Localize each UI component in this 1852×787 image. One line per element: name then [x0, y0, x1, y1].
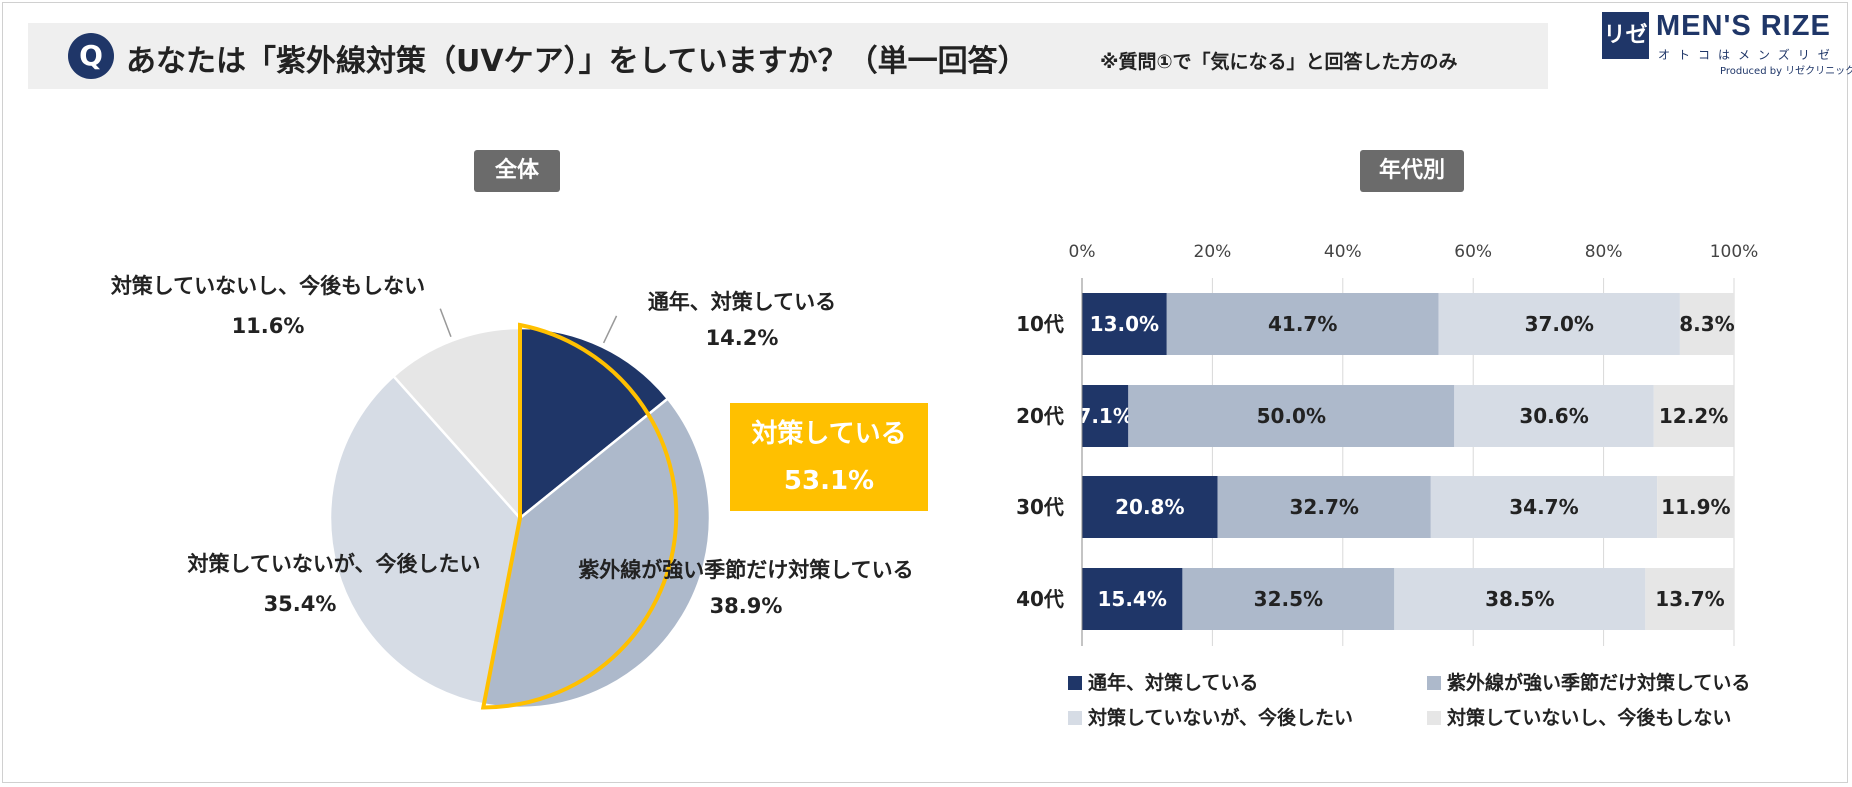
pie-value-label: 14.2%: [706, 326, 779, 350]
bar-segment: [1394, 568, 1646, 630]
logo-mark: リゼ: [1602, 12, 1649, 59]
question-bar: Q あなたは「紫外線対策（UVケア）」をしていますか？（単一回答） ※質問①で「…: [28, 23, 1548, 89]
bar-segment: [1454, 385, 1654, 447]
pie-slice-label: 通年、対策している: [648, 290, 836, 314]
pie-slice: [328, 374, 522, 706]
callout-value: 53.1%: [784, 466, 874, 496]
brand-logo: リゼ MEN'S RIZE オトコはメンズリゼ Produced by リゼクリ…: [1602, 10, 1852, 78]
logo-tagline: オトコはメンズリゼ: [1658, 48, 1838, 62]
bar-segment: [1645, 568, 1735, 630]
bar-value-label: 8.3%: [1679, 312, 1734, 336]
legend-label: 通年、対策している: [1088, 671, 1258, 694]
pie-slice: [391, 326, 522, 522]
pie-slice: [482, 396, 712, 710]
bar-segment: [1182, 568, 1395, 630]
pie-leader-line: [602, 315, 618, 344]
legend-swatch: [1427, 676, 1441, 690]
bar-segment: [1430, 476, 1658, 538]
bar-segment: [1082, 568, 1183, 630]
pie-highlight-outline: [480, 322, 679, 710]
category-label: 20代: [1016, 404, 1064, 428]
x-tick-label: 100%: [1710, 242, 1759, 262]
bar-value-label: 37.0%: [1525, 312, 1594, 336]
category-label: 10代: [1016, 312, 1064, 336]
pie-value-label: 38.9%: [710, 594, 783, 618]
bar-segment: [1438, 293, 1680, 355]
bar-value-label: 15.4%: [1098, 587, 1167, 611]
legend-swatch: [1068, 676, 1082, 690]
bar-segment: [1217, 476, 1431, 538]
bar-value-label: 12.2%: [1659, 404, 1728, 428]
callout-label: 対策している: [751, 418, 906, 449]
bar-value-label: 20.8%: [1115, 495, 1184, 519]
x-tick-label: 60%: [1454, 242, 1492, 262]
pie-value-label: 35.4%: [264, 592, 337, 616]
legend-label: 対策していないが、今後したい: [1087, 706, 1353, 729]
legend-label: 対策していないし、今後もしない: [1446, 706, 1731, 729]
legend-label: 紫外線が強い季節だけ対策している: [1447, 671, 1750, 694]
bar-segment: [1082, 476, 1218, 538]
bar-value-label: 38.5%: [1485, 587, 1554, 611]
bar-segment: [1679, 293, 1734, 355]
x-tick-label: 0%: [1069, 242, 1096, 262]
pie-slice-label: 紫外線が強い季節だけ対策している: [578, 558, 913, 582]
bar-value-label: 50.0%: [1257, 404, 1326, 428]
category-label: 30代: [1016, 495, 1064, 519]
bar-segment: [1082, 293, 1167, 355]
category-label: 40代: [1016, 587, 1064, 611]
bar-segment: [1657, 476, 1735, 538]
x-tick-label: 20%: [1194, 242, 1232, 262]
pie-leader-line: [439, 308, 452, 337]
question-note: ※質問①で「気になる」と回答した方のみ: [1100, 51, 1458, 73]
bar-segment: [1082, 385, 1129, 447]
callout-box: [730, 403, 928, 511]
bar-value-label: 34.7%: [1509, 495, 1578, 519]
pie-slice-label: 対策していないし、今後もしない: [111, 274, 425, 298]
bar-value-label: 11.9%: [1661, 495, 1730, 519]
pie-value-label: 11.6%: [232, 314, 305, 338]
question-text: あなたは「紫外線対策（UVケア）」をしていますか？（単一回答）: [126, 44, 1028, 79]
pie-slice-label: 対策していないが、今後したい: [188, 552, 481, 576]
bar-value-label: 41.7%: [1268, 312, 1337, 336]
bar-value-label: 32.5%: [1254, 587, 1323, 611]
bar-segment: [1128, 385, 1455, 447]
bar-value-label: 13.0%: [1090, 312, 1159, 336]
bar-value-label: 32.7%: [1290, 495, 1359, 519]
legend-swatch: [1427, 711, 1441, 725]
q-badge: Q: [68, 33, 114, 79]
logo-name: MEN'S RIZE: [1656, 10, 1831, 42]
logo-produced: Produced by リゼクリニック: [1720, 66, 1852, 77]
x-tick-label: 80%: [1585, 242, 1623, 262]
legend-swatch: [1068, 711, 1082, 725]
bar-segment: [1166, 293, 1439, 355]
x-tick-label: 40%: [1324, 242, 1362, 262]
bar-value-label: 7.1%: [1077, 404, 1132, 428]
bar-segment: [1653, 385, 1734, 447]
bar-value-label: 30.6%: [1519, 404, 1588, 428]
pie-title-badge: 全体: [474, 150, 560, 192]
bar-value-label: 13.7%: [1655, 587, 1724, 611]
bar-title-badge: 年代別: [1360, 150, 1464, 192]
